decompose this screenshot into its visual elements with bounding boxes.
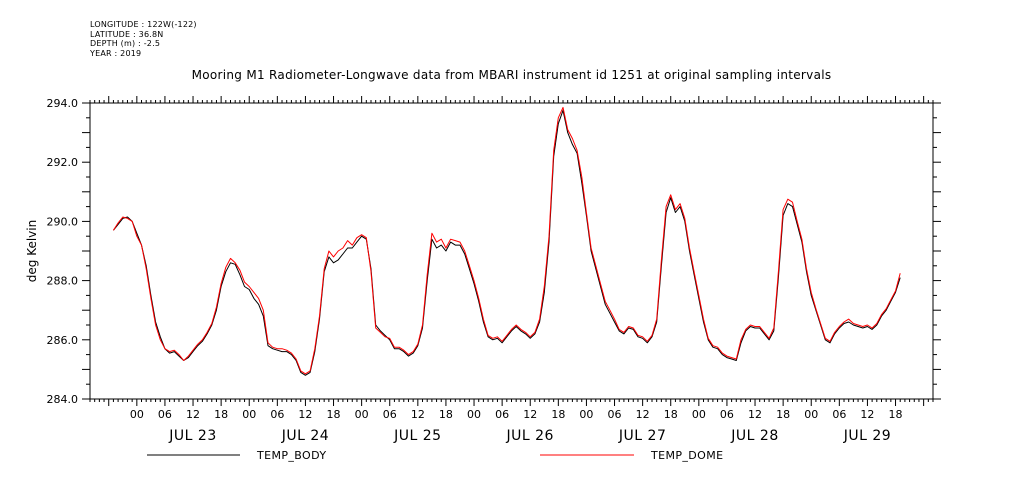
y-tick-label: 292.0 [47, 156, 79, 169]
y-tick-label: 288.0 [47, 275, 79, 288]
y-tick-label: 294.0 [47, 97, 79, 110]
x-tick-label: 06 [495, 408, 509, 421]
x-tick-label: 12 [748, 408, 762, 421]
x-tick-label: 06 [720, 408, 734, 421]
y-axis-label: deg Kelvin [25, 220, 39, 282]
x-tick-label: 18 [214, 408, 228, 421]
x-tick-label: 12 [860, 408, 874, 421]
x-day-label: JUL 25 [393, 428, 441, 444]
x-tick-label: 00 [579, 408, 593, 421]
x-tick-label: 00 [355, 408, 369, 421]
x-tick-label: 00 [467, 408, 481, 421]
x-tick-label: 00 [130, 408, 144, 421]
x-tick-label: 12 [636, 408, 650, 421]
x-day-label: JUL 29 [843, 428, 891, 444]
x-day-label: JUL 23 [168, 428, 216, 444]
x-tick-label: 00 [804, 408, 818, 421]
y-tick-label: 284.0 [47, 393, 79, 406]
y-tick-label: 286.0 [47, 334, 79, 347]
y-tick-label: 290.0 [47, 215, 79, 228]
x-tick-label: 18 [664, 408, 678, 421]
x-tick-label: 00 [692, 408, 706, 421]
x-tick-label: 12 [523, 408, 537, 421]
x-tick-label: 12 [411, 408, 425, 421]
series-lines [113, 107, 900, 375]
x-tick-label: 12 [298, 408, 312, 421]
x-tick-label: 06 [158, 408, 172, 421]
series-line-temp-dome [113, 107, 900, 373]
x-day-label: JUL 28 [730, 428, 778, 444]
x-tick-label: 06 [383, 408, 397, 421]
x-tick-label: 06 [832, 408, 846, 421]
legend-label-temp-dome: TEMP_DOME [650, 449, 723, 462]
x-tick-label: 18 [439, 408, 453, 421]
plot-frame [90, 103, 933, 399]
x-day-label: JUL 27 [618, 428, 666, 444]
x-tick-label: 18 [551, 408, 565, 421]
legend-label-temp-body: TEMP_BODY [256, 449, 327, 462]
x-day-label: JUL 24 [281, 428, 329, 444]
x-tick-label: 06 [608, 408, 622, 421]
x-tick-label: 12 [186, 408, 200, 421]
x-tick-label: 00 [242, 408, 256, 421]
x-tick-label: 18 [889, 408, 903, 421]
x-tick-label: 18 [776, 408, 790, 421]
x-tick-label: 18 [327, 408, 341, 421]
x-day-label: JUL 26 [506, 428, 554, 444]
legend: TEMP_BODY TEMP_DOME [147, 449, 723, 462]
x-tick-label: 06 [270, 408, 284, 421]
